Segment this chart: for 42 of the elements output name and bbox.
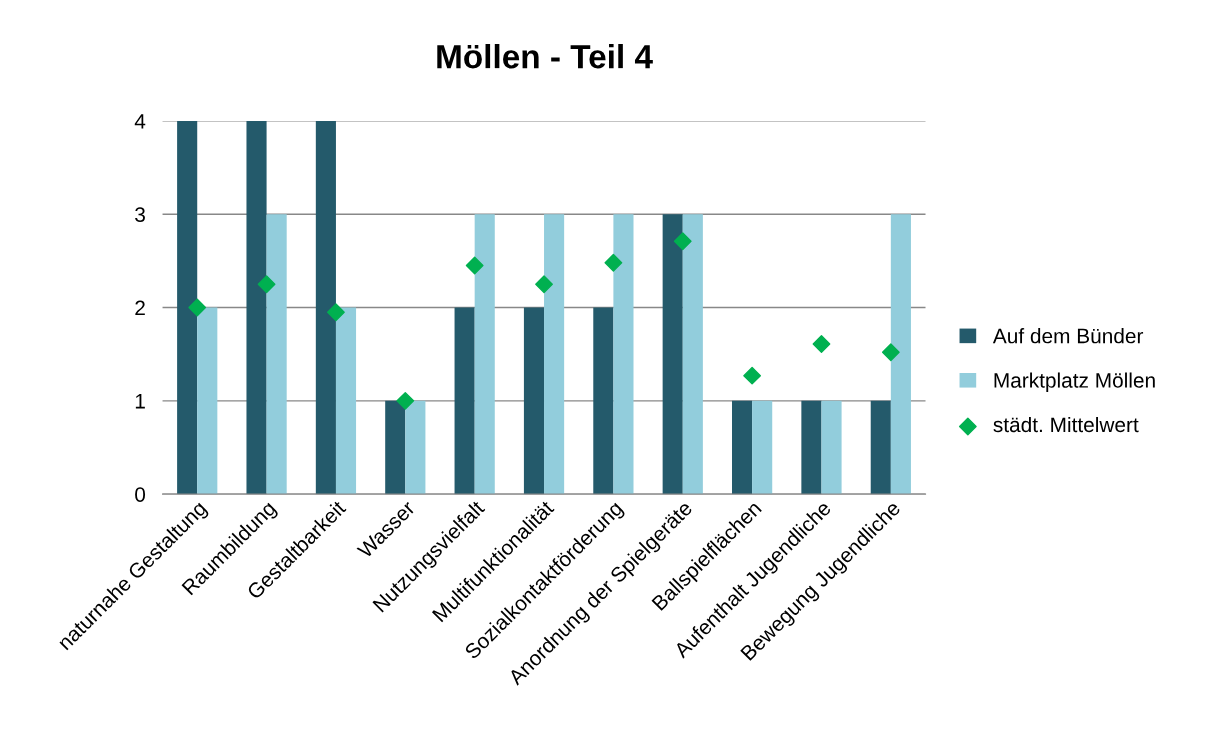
point <box>465 256 484 275</box>
bar <box>890 214 911 495</box>
bar <box>544 214 565 495</box>
bar <box>335 307 357 495</box>
point <box>257 275 276 294</box>
point <box>673 232 692 251</box>
bar <box>385 400 406 495</box>
point <box>881 343 900 362</box>
bar <box>246 120 267 495</box>
legend-label: Marktplatz Möllen <box>994 372 1155 392</box>
point <box>812 335 831 353</box>
point <box>535 275 553 294</box>
bar <box>405 400 426 495</box>
bar <box>821 400 842 495</box>
bar <box>315 120 336 495</box>
point <box>396 391 415 410</box>
bar <box>474 214 495 495</box>
point <box>743 366 762 385</box>
point <box>327 303 345 322</box>
y-tick-label: 3 <box>135 207 145 222</box>
bar <box>662 214 683 495</box>
legend-label: städt. Mittelwert <box>993 416 1139 433</box>
bar <box>732 400 753 495</box>
legend-label: Auf dem Bünder <box>992 328 1144 344</box>
bar <box>870 400 891 495</box>
bar <box>523 307 545 495</box>
point <box>188 298 207 317</box>
bar <box>801 400 822 495</box>
bar <box>197 307 218 495</box>
bar <box>266 214 287 495</box>
y-tick-label: 2 <box>135 300 145 316</box>
point <box>604 253 623 272</box>
bar <box>593 307 614 495</box>
y-tick-label: 4 <box>134 114 146 129</box>
bar <box>752 400 773 495</box>
bar <box>177 120 198 495</box>
bar <box>682 214 703 495</box>
bar <box>454 307 475 495</box>
y-tick-label: 0 <box>135 487 146 502</box>
y-tick-label: 1 <box>135 394 145 409</box>
bar <box>613 214 634 495</box>
chart-title: Möllen - Teil 4 <box>437 43 653 69</box>
